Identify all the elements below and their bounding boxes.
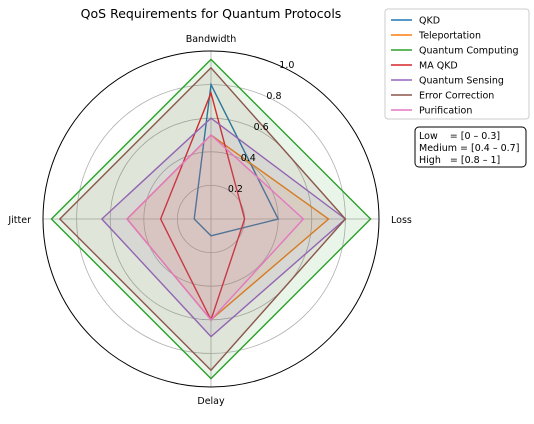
outer-frame bbox=[42, 50, 380, 388]
series-line-purification bbox=[126, 134, 305, 321]
axis-label-delay: Delay bbox=[197, 396, 225, 407]
legend: QKD Teleportation Quantum Computing MA QKD Q… bbox=[384, 8, 530, 120]
range-annotation-box: Low = [0 – 0.3] Medium = [0.4 – 0.7] Hig… bbox=[414, 126, 527, 168]
radial-tick-labels: 0.2 0.4 0.6 0.8 1.0 bbox=[228, 60, 295, 195]
series-line-quantum-sensing bbox=[100, 117, 347, 338]
annotation-frame bbox=[414, 126, 527, 168]
legend-frame bbox=[384, 8, 530, 120]
legend-entry-label: MA QKD bbox=[419, 61, 458, 72]
annotation-line-high: High = [0.8 – 1] bbox=[419, 155, 500, 166]
series-fill-quantum-sensing bbox=[101, 118, 346, 337]
radial-tick-label: 0.4 bbox=[241, 153, 256, 164]
legend-entry-label: Quantum Sensing bbox=[419, 76, 504, 87]
chart-title: QoS Requirements for Quantum Protocols bbox=[81, 6, 342, 21]
axis-label-loss: Loss bbox=[391, 215, 412, 226]
radial-tick-label: 1.0 bbox=[279, 60, 294, 71]
radial-tick-label: 0.8 bbox=[266, 91, 281, 102]
series-line-quantum-computing bbox=[50, 58, 372, 380]
legend-entry-label: Error Correction bbox=[419, 91, 494, 102]
axis-label-bandwidth: Bandwidth bbox=[186, 34, 237, 45]
axis-labels: Bandwidth Loss Delay Jitter bbox=[7, 34, 412, 407]
axis-label-jitter: Jitter bbox=[7, 215, 31, 226]
annotation-line-low: Low = [0 – 0.3] bbox=[419, 131, 500, 142]
series-fill-teleportation bbox=[127, 135, 329, 320]
legend-entry-label: Quantum Computing bbox=[419, 46, 519, 57]
series-line-error-correction bbox=[58, 66, 347, 372]
annotation-line-medium: Medium = [0.4 – 0.7] bbox=[419, 143, 519, 154]
series-line-qkd bbox=[193, 82, 280, 237]
series-fill-purification bbox=[127, 135, 304, 320]
series-polygons bbox=[50, 58, 372, 380]
legend-entry-label: QKD bbox=[419, 16, 440, 27]
radial-tick-label: 0.6 bbox=[254, 122, 269, 133]
series-fill-error-correction bbox=[59, 67, 346, 371]
legend-entry-label: Teleportation bbox=[418, 31, 481, 42]
radial-tick-label: 0.2 bbox=[228, 184, 243, 195]
legend-entry-label: Purification bbox=[419, 106, 472, 117]
